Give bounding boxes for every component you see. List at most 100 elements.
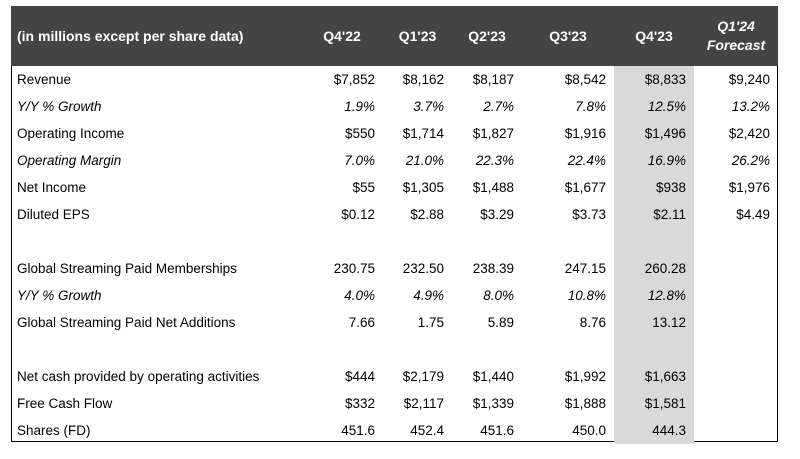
cell-q3-23: $8,542 [564,72,606,87]
cell-q1-23: 3.7% [413,99,444,114]
cell-q4-23: $8,833 [614,66,694,93]
cell-q1-23: 21.0% [405,153,444,168]
cell-q3-23: 247.15 [564,261,606,276]
cell-q3-23: $1,888 [564,396,606,411]
header-forecast-quarter: Q1'24 [717,18,755,34]
cell-q1-23: 232.50 [402,261,444,276]
row-label: Y/Y % Growth [17,99,102,114]
header-q3-23: Q3'23 [522,6,614,66]
cell-q4-22: $0.12 [341,207,375,222]
cell-q1-24: $9,240 [728,72,770,87]
header-row: (in millions except per share data) Q4'2… [11,6,778,66]
spacer-cell [614,228,694,255]
header-q4-22: Q4'22 [301,6,383,66]
cell-q1-24: $1,976 [728,180,770,195]
cell-q4-23: $1,496 [614,120,694,147]
row-label: Operating Income [17,126,125,141]
cell-q1-24: 26.2% [731,153,770,168]
cell-q1-23: $1,714 [402,126,444,141]
cell-q2-23: $1,488 [472,180,514,195]
row-label: Free Cash Flow [17,396,113,411]
cell-q1-24 [694,390,778,417]
row-label: Operating Margin [17,153,122,168]
cell-q1-24 [694,363,778,390]
cell-q1-24 [694,255,778,282]
row-revenue: Revenue $7,852 $8,162 $8,187 $8,542 $8,8… [11,66,778,93]
row-operating-income: Operating Income $550 $1,714 $1,827 $1,9… [11,120,778,147]
cell-q1-23: 1.75 [417,315,444,330]
cell-q1-23: 4.9% [413,288,444,303]
header-q1-23: Q1'23 [383,6,452,66]
row-net-income: Net Income $55 $1,305 $1,488 $1,677 $938… [11,174,778,201]
financial-summary-table: (in millions except per share data) Q4'2… [11,6,778,444]
cell-q2-23: 2.7% [483,99,514,114]
row-label: Shares (FD) [17,423,91,438]
cell-q4-22: $332 [344,396,375,411]
cell-q4-22: 7.66 [348,315,375,330]
cell-q2-23: 238.39 [472,261,514,276]
cell-q4-22: 7.0% [344,153,375,168]
cell-q2-23: 8.0% [483,288,514,303]
row-shares-fd: Shares (FD) 451.6 452.4 451.6 450.0 444.… [11,417,778,444]
cell-q4-23: $1,581 [614,390,694,417]
row-label: Diluted EPS [17,207,90,222]
spacer-cell [522,228,614,255]
header-q1-24-forecast: Q1'24 Forecast [694,6,778,66]
cell-q1-23: $8,162 [402,72,444,87]
row-free-cash-flow: Free Cash Flow $332 $2,117 $1,339 $1,888… [11,390,778,417]
cell-q1-23: 452.4 [410,423,444,438]
cell-q4-23: 12.5% [614,93,694,120]
row-label: Y/Y % Growth [17,288,102,303]
cell-q4-22: $550 [344,126,375,141]
spacer-cell [301,228,383,255]
cell-q4-22: 230.75 [333,261,375,276]
cell-q4-22: $55 [352,180,375,195]
cell-q3-23: 10.8% [567,288,606,303]
cell-q2-23: $1,827 [472,126,514,141]
row-membership-growth: Y/Y % Growth 4.0% 4.9% 8.0% 10.8% 12.8% [11,282,778,309]
cell-q1-23: $2,179 [402,369,444,384]
cell-q2-23: $1,440 [472,369,514,384]
spacer-cell [694,336,778,363]
cell-q3-23: $1,677 [564,180,606,195]
cell-q3-23: 8.76 [579,315,606,330]
cell-q4-22: $444 [344,369,375,384]
spacer-cell [11,336,301,363]
cell-q1-24 [694,282,778,309]
cell-q2-23: $1,339 [472,396,514,411]
spacer-cell [301,336,383,363]
spacer-cell [383,336,452,363]
row-revenue-growth: Y/Y % Growth 1.9% 3.7% 2.7% 7.8% 12.5% 1… [11,93,778,120]
cell-q2-23: 5.89 [487,315,514,330]
header-forecast-label: Forecast [706,37,766,53]
header-label: (in millions except per share data) [11,6,301,66]
cell-q1-23: $1,305 [402,180,444,195]
cell-q2-23: $3.29 [480,207,514,222]
row-label: Net Income [17,180,87,195]
row-operating-margin: Operating Margin 7.0% 21.0% 22.3% 22.4% … [11,147,778,174]
cell-q4-23: 444.3 [614,417,694,444]
spacer-cell [694,228,778,255]
cell-q1-24 [694,309,778,336]
spacer-cell [383,228,452,255]
cell-q4-23: $1,663 [614,363,694,390]
cell-q1-23: $2.88 [410,207,444,222]
cell-q3-23: $3.73 [572,207,606,222]
row-net-additions: Global Streaming Paid Net Additions 7.66… [11,309,778,336]
cell-q4-22: $7,852 [333,72,375,87]
cell-q4-23: 16.9% [614,147,694,174]
cell-q4-22: 1.9% [344,99,375,114]
spacer-row [11,336,778,363]
cell-q4-23: 260.28 [614,255,694,282]
row-label: Net cash provided by operating activitie… [17,369,260,384]
row-label: Global Streaming Paid Memberships [17,261,237,276]
header-q4-23: Q4'23 [614,6,694,66]
cell-q3-23: 450.0 [572,423,606,438]
cell-q3-23: $1,916 [564,126,606,141]
row-label: Global Streaming Paid Net Additions [17,315,236,330]
cell-q1-24: $2,420 [728,126,770,141]
row-label: Revenue [17,72,72,87]
cell-q4-23: 13.12 [614,309,694,336]
row-operating-cash: Net cash provided by operating activitie… [11,363,778,390]
cell-q1-24: 13.2% [731,99,770,114]
